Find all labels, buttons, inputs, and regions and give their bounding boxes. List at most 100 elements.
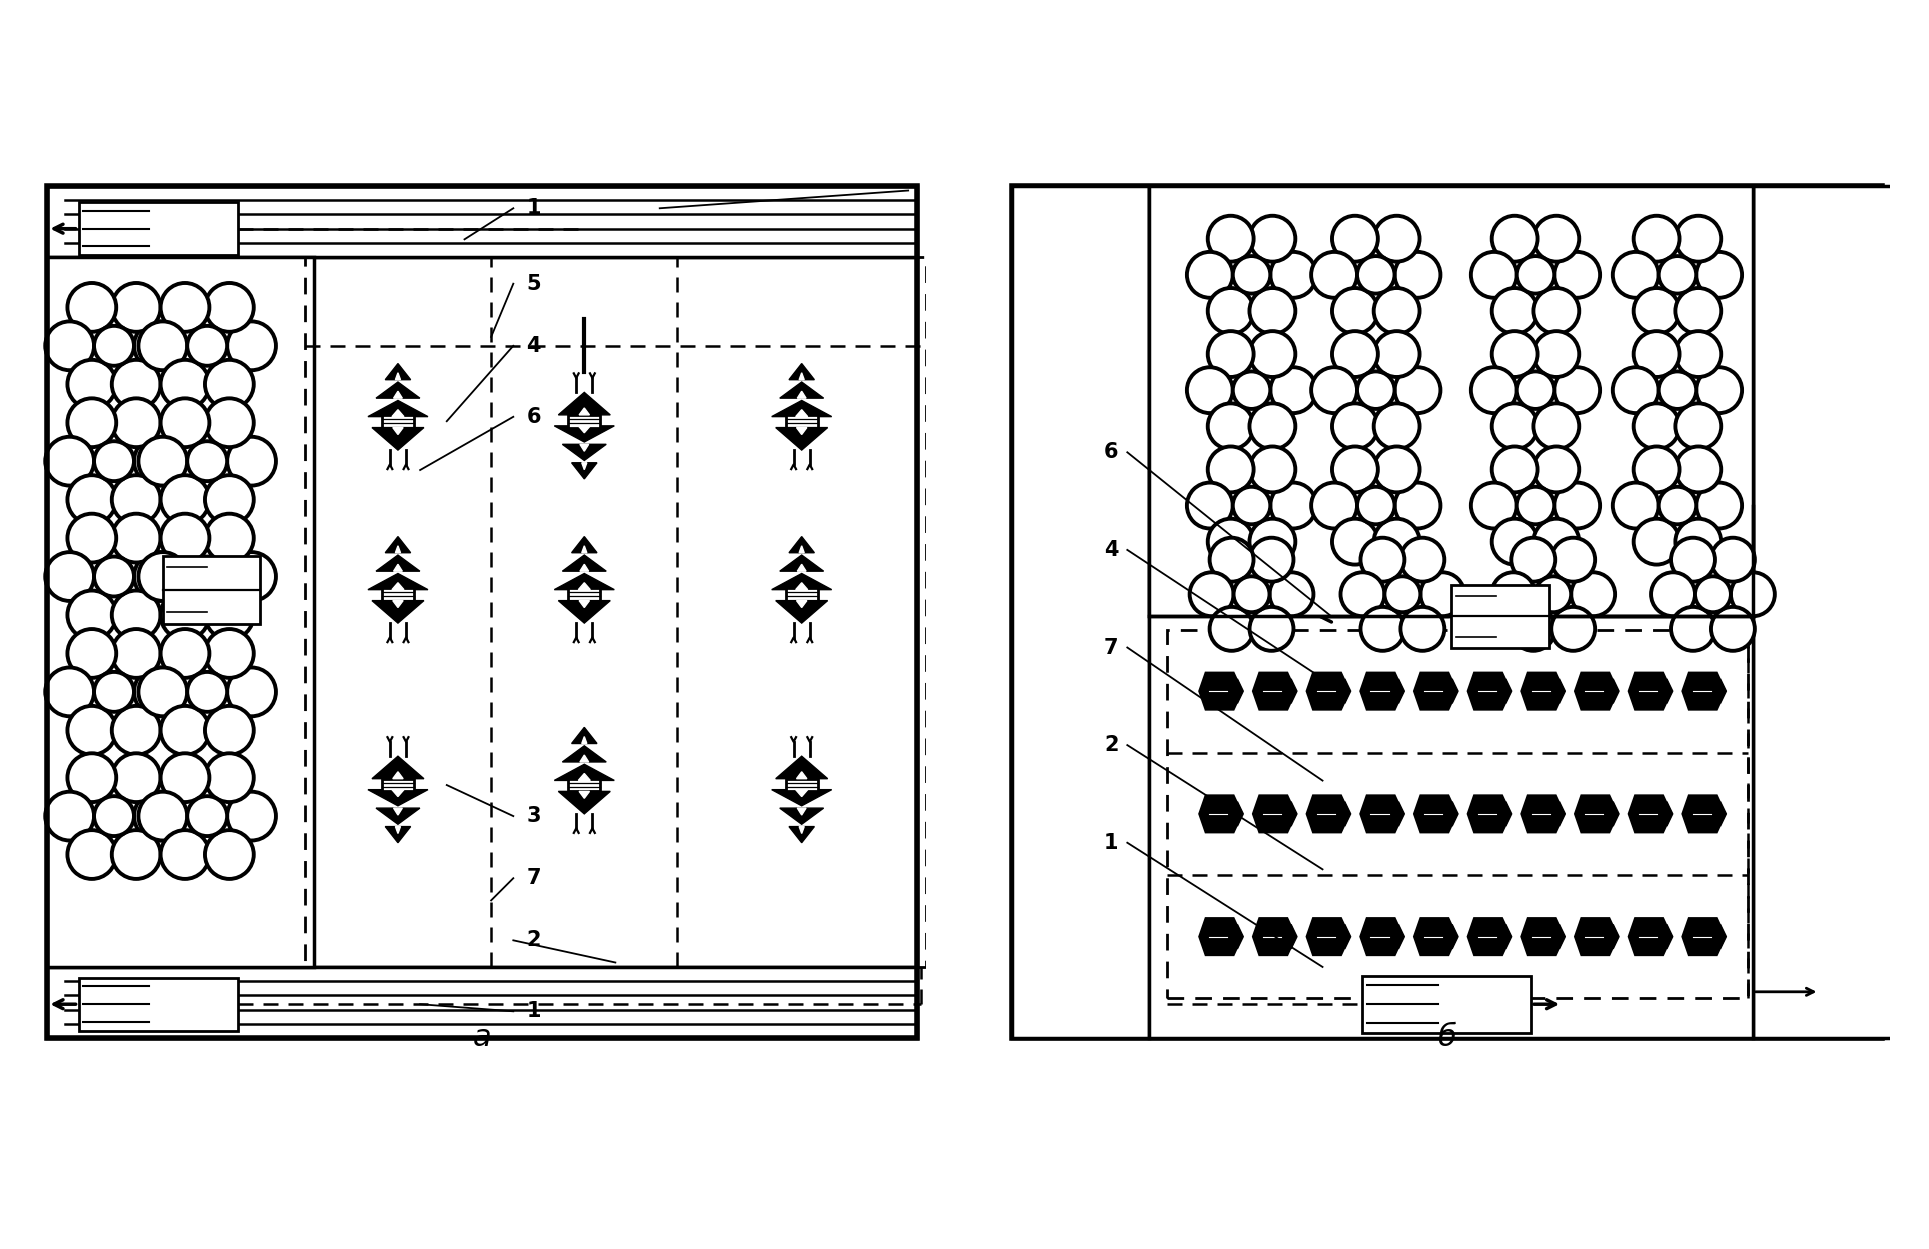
Polygon shape [772, 401, 831, 417]
Circle shape [228, 667, 276, 716]
Polygon shape [579, 773, 590, 781]
Circle shape [160, 706, 210, 754]
Circle shape [1209, 607, 1254, 651]
Circle shape [1395, 252, 1441, 297]
Circle shape [1186, 252, 1233, 297]
Circle shape [133, 792, 183, 841]
Circle shape [68, 591, 116, 639]
Polygon shape [386, 363, 411, 380]
Polygon shape [797, 427, 806, 435]
Text: 1: 1 [1103, 833, 1119, 853]
Polygon shape [779, 382, 824, 398]
Circle shape [160, 513, 210, 562]
Circle shape [1634, 331, 1680, 377]
Polygon shape [795, 583, 808, 590]
Circle shape [1331, 289, 1377, 333]
Circle shape [112, 513, 160, 562]
Circle shape [1535, 576, 1572, 612]
Polygon shape [579, 426, 590, 432]
Polygon shape [1574, 917, 1618, 957]
Polygon shape [789, 537, 814, 553]
Polygon shape [1412, 672, 1458, 711]
Text: 2: 2 [1103, 736, 1119, 756]
Circle shape [1209, 538, 1254, 582]
Circle shape [204, 753, 255, 802]
Circle shape [1250, 538, 1294, 582]
Circle shape [68, 398, 116, 447]
Circle shape [1613, 482, 1659, 528]
Polygon shape [376, 808, 421, 824]
Circle shape [1634, 518, 1680, 565]
Circle shape [112, 475, 160, 525]
Circle shape [1696, 367, 1742, 413]
Polygon shape [799, 546, 804, 553]
Polygon shape [554, 426, 613, 442]
Circle shape [1676, 289, 1721, 333]
Polygon shape [789, 363, 814, 380]
Polygon shape [579, 408, 590, 415]
Circle shape [44, 667, 95, 716]
Circle shape [95, 672, 133, 712]
Circle shape [187, 441, 228, 481]
Circle shape [112, 629, 160, 678]
Circle shape [1420, 572, 1464, 616]
Circle shape [1572, 572, 1615, 616]
Polygon shape [554, 573, 613, 590]
Bar [48, 257, 916, 967]
Polygon shape [563, 445, 606, 461]
Circle shape [1208, 446, 1254, 492]
Circle shape [187, 672, 228, 712]
Circle shape [68, 360, 116, 408]
Circle shape [95, 796, 133, 836]
Circle shape [139, 792, 187, 841]
Polygon shape [376, 555, 421, 571]
Circle shape [1208, 216, 1254, 261]
Polygon shape [1306, 794, 1350, 833]
Circle shape [1331, 446, 1377, 492]
Bar [569, 588, 600, 601]
Circle shape [1250, 446, 1296, 492]
Circle shape [68, 706, 116, 754]
Polygon shape [1198, 917, 1244, 957]
Polygon shape [779, 808, 824, 824]
Polygon shape [772, 573, 831, 590]
Polygon shape [1628, 794, 1672, 833]
Circle shape [228, 437, 276, 486]
Polygon shape [795, 789, 808, 797]
Polygon shape [563, 555, 606, 571]
Text: 5: 5 [527, 274, 542, 294]
Circle shape [187, 326, 228, 366]
Circle shape [1208, 518, 1254, 565]
Polygon shape [789, 827, 814, 843]
Circle shape [1233, 576, 1269, 612]
Circle shape [1491, 518, 1537, 565]
Bar [785, 415, 818, 427]
Circle shape [1373, 403, 1420, 450]
Circle shape [68, 831, 116, 879]
Polygon shape [797, 772, 806, 778]
Circle shape [1491, 403, 1537, 450]
Circle shape [1208, 403, 1254, 450]
Circle shape [1491, 331, 1537, 377]
Polygon shape [563, 746, 606, 762]
Bar [162, 556, 260, 623]
Polygon shape [368, 573, 428, 590]
Polygon shape [571, 463, 596, 478]
Circle shape [1551, 538, 1595, 582]
Polygon shape [395, 827, 401, 833]
Polygon shape [554, 764, 613, 781]
Circle shape [1271, 252, 1316, 297]
Circle shape [1250, 403, 1296, 450]
Circle shape [95, 326, 133, 366]
Polygon shape [1360, 917, 1404, 957]
Polygon shape [799, 372, 804, 380]
Circle shape [1186, 367, 1233, 413]
Polygon shape [557, 392, 610, 415]
Polygon shape [372, 756, 424, 778]
Polygon shape [368, 401, 428, 417]
Circle shape [1534, 446, 1580, 492]
Circle shape [1373, 289, 1420, 333]
Circle shape [1534, 331, 1580, 377]
Circle shape [1331, 216, 1377, 261]
Polygon shape [557, 601, 610, 623]
